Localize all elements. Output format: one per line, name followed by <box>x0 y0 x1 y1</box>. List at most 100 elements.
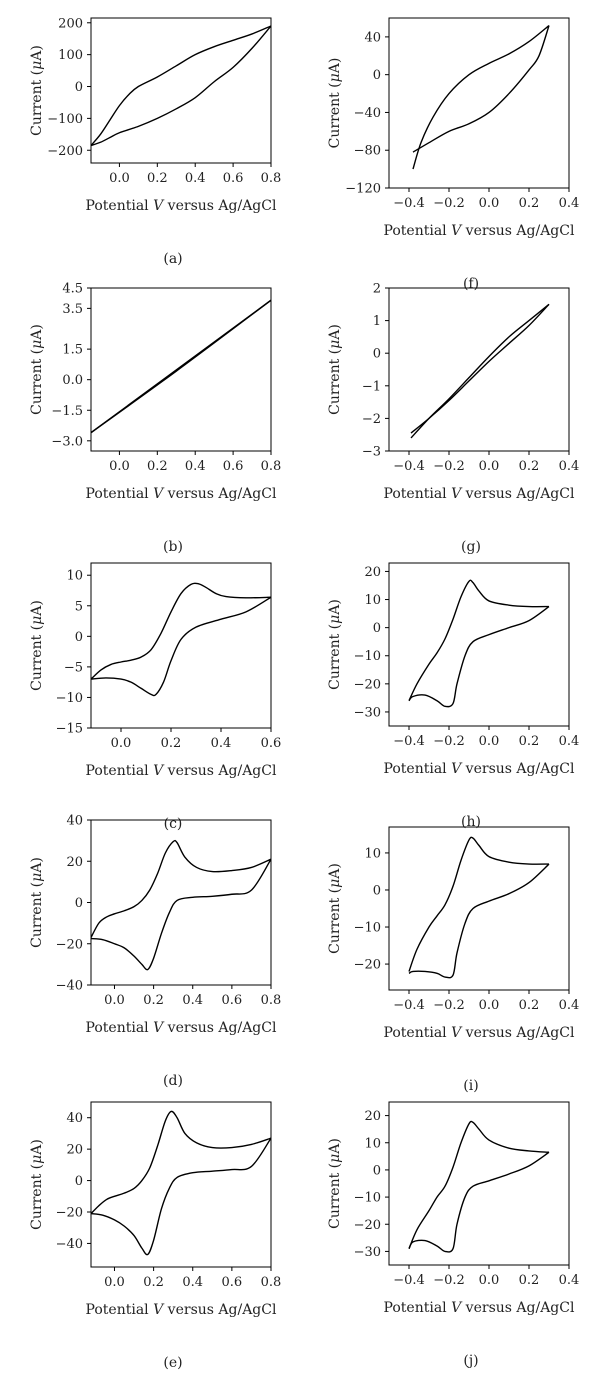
y-axis-label: Current (μA) <box>327 599 343 690</box>
y-tick-label: 10 <box>364 593 381 608</box>
plot-frame <box>90 562 272 729</box>
x-tick-label: 0.6 <box>223 171 244 186</box>
x-tick-label: 0.4 <box>185 171 206 186</box>
y-tick-label: 0 <box>75 896 83 911</box>
x-tick-label: −0.4 <box>393 196 425 211</box>
y-tick-label: −20 <box>354 1218 381 1233</box>
y-tick-label: 100 <box>58 48 83 63</box>
reverse-scan-line <box>412 25 550 153</box>
x-tick-label: 0.0 <box>104 1275 125 1290</box>
y-tick-label: −10 <box>354 1191 381 1206</box>
x-tick-label: 0.0 <box>109 459 130 474</box>
x-tick-label: 0.4 <box>559 459 580 474</box>
panel-j: −0.4 −0.2 0.0 0.2 0.4 20 10 0 −10 −20 −30 Potential… <box>327 1101 579 1369</box>
forward-scan-line <box>408 579 550 702</box>
y-tick-label: −40 <box>354 106 381 121</box>
x-tick-label: 0.4 <box>559 196 580 211</box>
x-axis-label: Potential V versus Ag/AgCl <box>384 1300 575 1316</box>
y-tick-label: 0 <box>373 347 381 362</box>
panel-g: −0.4 −0.2 0.0 0.2 0.4 2 1 0 −1 −2 −3 Potential V ve… <box>327 282 579 556</box>
y-tick-label: 0 <box>373 621 381 636</box>
panel-f: −0.4 −0.2 0.0 0.2 0.4 40 0 −40 −80 −120 Potential … <box>327 17 580 292</box>
forward-scan-line <box>91 25 271 146</box>
y-tick-label: −30 <box>354 705 381 720</box>
y-axis-label: Current (μA) <box>29 324 45 415</box>
x-tick-label: −0.2 <box>433 734 465 749</box>
y-tick-label: −1 <box>362 379 381 394</box>
y-axis-label: Current (μA) <box>327 1138 343 1229</box>
reverse-scan-line <box>91 25 271 147</box>
y-tick-label: 0 <box>373 68 381 83</box>
y-tick-label: 3.5 <box>62 302 83 317</box>
x-tick-label: −0.2 <box>433 998 465 1013</box>
x-tick-label: 0.8 <box>261 171 282 186</box>
x-tick-label: −0.4 <box>393 734 425 749</box>
x-axis-label: Potential V versus Ag/AgCl <box>384 486 575 502</box>
x-tick-label: −0.4 <box>393 998 425 1013</box>
y-tick-label: 0 <box>373 1163 381 1178</box>
x-axis-label: Potential V versus Ag/AgCl <box>86 198 277 214</box>
y-axis-label: Current (μA) <box>29 1139 45 1230</box>
panel-c: 0.0 0.2 0.4 0.6 10 5 0 −5 −10 −15 Potential V vers… <box>29 562 282 832</box>
y-tick-label: −3.0 <box>51 434 83 449</box>
y-tick-label: 20 <box>364 565 381 580</box>
reverse-scan-line <box>91 299 271 434</box>
panel-label: (a) <box>163 251 182 267</box>
panel-d: 0.0 0.2 0.4 0.6 0.8 40 20 0 −20 −40 Potential V ve… <box>29 814 281 1090</box>
reverse-scan-line <box>408 605 550 708</box>
forward-scan-line <box>408 836 550 972</box>
x-axis-label: Potential V versus Ag/AgCl <box>86 1020 277 1036</box>
y-tick-label: 0 <box>75 80 83 95</box>
y-tick-label: −20 <box>354 677 381 692</box>
x-tick-label: 0.2 <box>519 734 540 749</box>
panel-label: (i) <box>463 1078 478 1094</box>
panel-label: (c) <box>164 816 183 832</box>
x-tick-label: 0.0 <box>109 171 130 186</box>
x-tick-label: 0.4 <box>182 993 203 1008</box>
plot-frame <box>388 826 570 991</box>
forward-scan-line <box>91 582 271 680</box>
x-tick-label: 0.0 <box>479 459 500 474</box>
x-axis-label: Potential V versus Ag/AgCl <box>384 1025 575 1041</box>
panel-label: (j) <box>463 1353 478 1369</box>
x-tick-label: 0.4 <box>211 736 232 751</box>
x-axis-label: Potential V versus Ag/AgCl <box>384 761 575 777</box>
y-tick-label: −30 <box>354 1245 381 1260</box>
x-tick-label: 0.0 <box>104 993 125 1008</box>
x-tick-label: 0.0 <box>479 734 500 749</box>
x-tick-label: 0.0 <box>111 736 132 751</box>
panel-a: 0.0 0.2 0.4 0.6 0.8 200 100 0 −100 −200 Potential … <box>29 16 281 267</box>
x-tick-label: 0.8 <box>261 459 282 474</box>
y-axis-label: Current (μA) <box>29 600 45 691</box>
y-tick-label: −200 <box>47 144 83 159</box>
y-tick-label: −3 <box>362 445 381 460</box>
x-tick-label: 0.6 <box>223 459 244 474</box>
y-tick-label: 40 <box>66 1111 83 1126</box>
y-tick-label: −10 <box>354 649 381 664</box>
x-tick-label: 0.6 <box>261 736 282 751</box>
x-tick-label: 0.0 <box>479 196 500 211</box>
y-tick-label: −2 <box>362 412 381 427</box>
y-tick-label: −100 <box>47 112 83 127</box>
y-tick-label: −10 <box>56 691 83 706</box>
x-tick-label: −0.4 <box>393 459 425 474</box>
y-tick-label: −15 <box>56 722 83 737</box>
forward-scan-line <box>91 839 271 938</box>
x-tick-label: 0.4 <box>559 998 580 1013</box>
x-axis-label: Potential V versus Ag/AgCl <box>86 1302 277 1318</box>
panel-b: 0.0 0.2 0.4 0.6 0.8 4.5 3.5 1.5 0.0 −1.5 −3.0 Poten… <box>29 282 281 556</box>
y-tick-label: −5 <box>64 660 83 675</box>
x-tick-label: −0.2 <box>433 459 465 474</box>
reverse-scan-line <box>410 303 550 434</box>
y-tick-label: 10 <box>66 569 83 584</box>
y-tick-label: 0.0 <box>62 373 83 388</box>
y-tick-label: −40 <box>56 979 83 994</box>
panel-h: −0.4 −0.2 0.0 0.2 0.4 20 10 0 −10 −20 −30 Potential… <box>327 562 579 830</box>
reverse-scan-line <box>91 596 271 697</box>
y-tick-label: −20 <box>354 958 381 973</box>
x-tick-label: 0.2 <box>519 998 540 1013</box>
plot-frame <box>388 1101 570 1266</box>
reverse-scan-line <box>408 1151 550 1253</box>
x-tick-label: 0.2 <box>519 1273 540 1288</box>
panel-label: (e) <box>163 1355 182 1371</box>
